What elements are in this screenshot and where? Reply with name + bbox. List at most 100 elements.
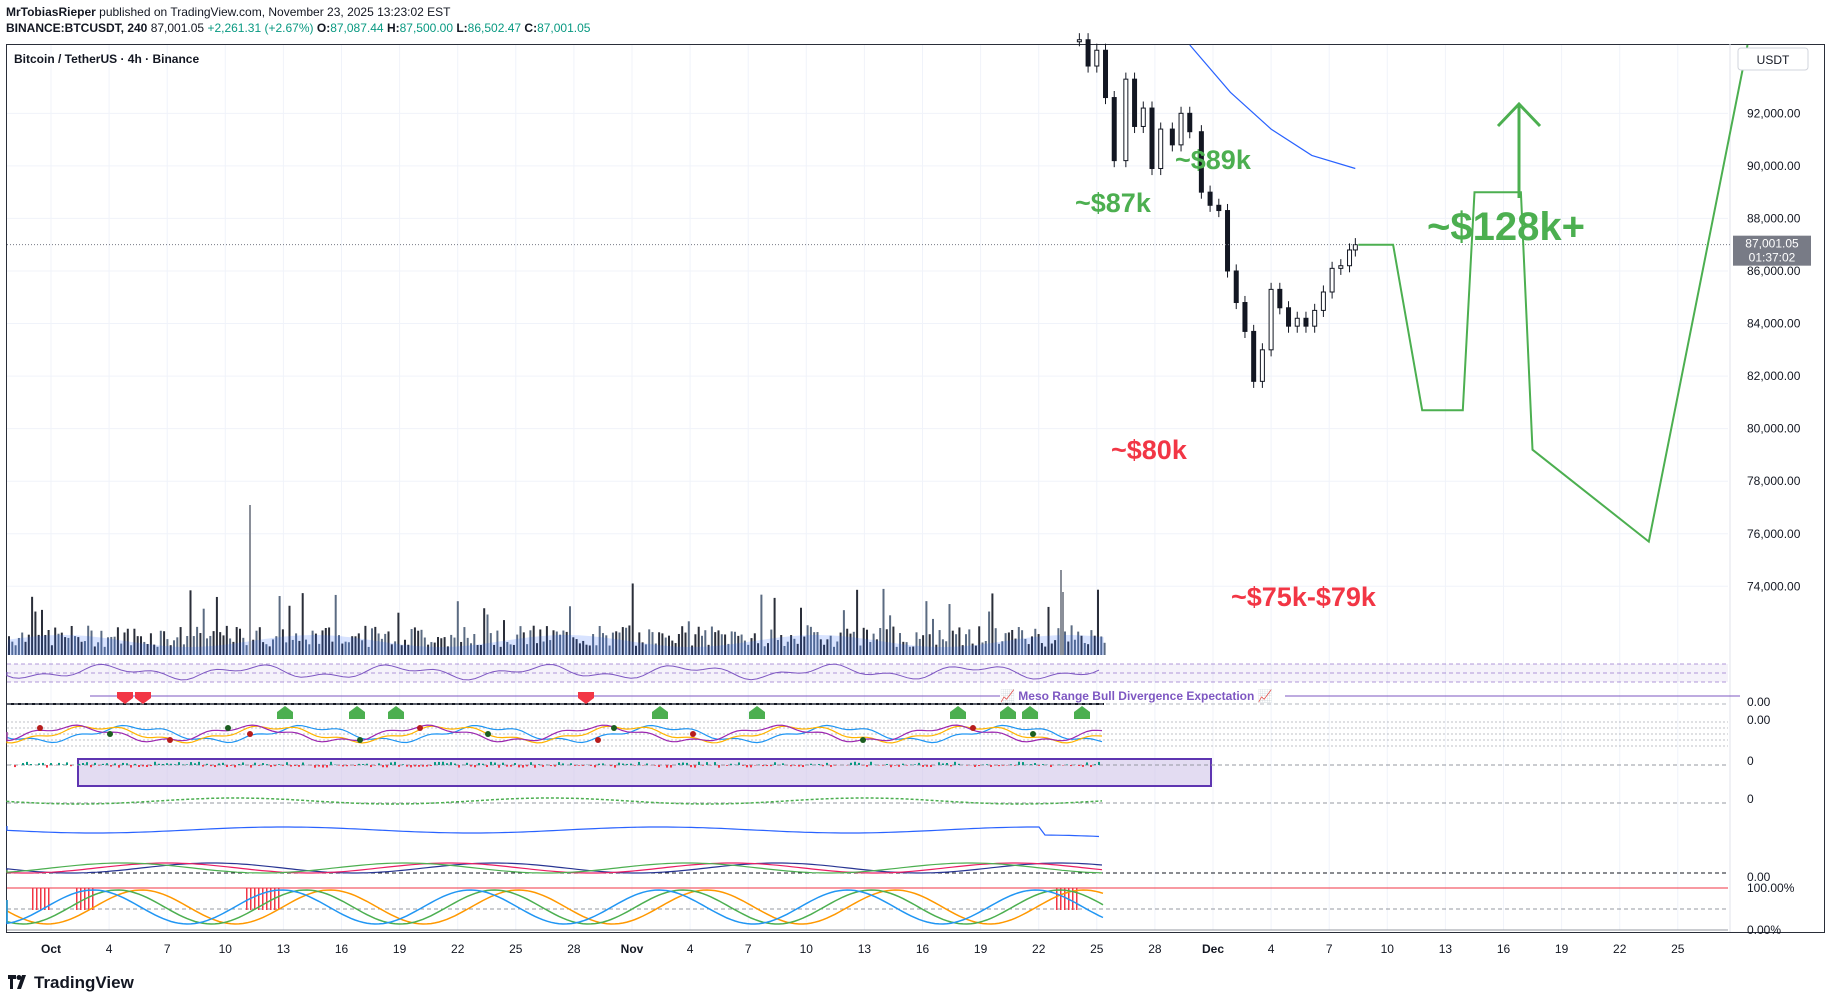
histogram-bar (298, 765, 300, 767)
histogram-bar (58, 762, 60, 765)
histogram-bar (634, 765, 636, 766)
histogram-bar (598, 763, 600, 765)
volume-bar (235, 627, 238, 655)
volume-bar (522, 632, 525, 655)
histogram-bar (1090, 765, 1092, 767)
volume-bar (984, 640, 987, 655)
pane-axis-label: 100.00% (1747, 881, 1795, 895)
histogram-bar (198, 761, 200, 765)
histogram-bar (206, 763, 208, 765)
histogram-bar (126, 763, 128, 765)
volume-bar (420, 629, 423, 655)
histogram-bar (454, 763, 456, 765)
volume-bar (671, 640, 674, 655)
histogram-bar (986, 764, 988, 765)
low-value: 86,502.47 (467, 21, 522, 35)
volume-bar (34, 611, 37, 655)
histogram-bar (378, 763, 380, 765)
histogram-bar (950, 765, 952, 767)
candle-body (1251, 330, 1257, 382)
volume-bar (440, 638, 443, 655)
volume-bar (743, 640, 746, 655)
volume-bar (859, 645, 862, 655)
volume-bar (394, 641, 397, 655)
histogram-bar (866, 765, 868, 767)
candle-body (1225, 210, 1231, 272)
volume-bar (140, 636, 142, 655)
volume-bar (532, 625, 535, 655)
volume-bar (149, 633, 152, 655)
histogram-bar (1030, 764, 1032, 765)
volume-bar (430, 642, 433, 655)
symbol-label[interactable]: BINANCE:BTCUSDT, 240 (6, 21, 148, 35)
volume-bar (1070, 625, 1073, 655)
currency-box[interactable] (1737, 47, 1809, 71)
histogram-bar (514, 763, 516, 765)
x-tick-label: 4 (1268, 942, 1275, 956)
volume-bar (146, 643, 149, 655)
oscillator-dot (611, 725, 617, 731)
volume-bar (998, 643, 1000, 655)
author-name[interactable]: MrTobiasRieper (6, 5, 96, 19)
volume-bar (826, 639, 829, 655)
volume-bar (978, 626, 981, 655)
histogram-bar (534, 765, 536, 768)
volume-bar (77, 637, 80, 655)
volume-bar (47, 629, 50, 655)
volume-bar (684, 632, 687, 655)
volume-bar (968, 629, 971, 655)
histogram-bar (914, 764, 916, 765)
stoch-line (6, 889, 1104, 925)
histogram-bar (98, 765, 100, 766)
candle-body (1329, 267, 1335, 293)
candle-body (1242, 302, 1248, 332)
volume-bar (565, 631, 568, 655)
histogram-bar (170, 763, 172, 765)
volume-bar (575, 639, 578, 655)
volume-bar (90, 630, 93, 655)
histogram-bar (790, 765, 792, 767)
histogram-bar (258, 765, 260, 766)
histogram-bar (26, 761, 28, 765)
histogram-bar (314, 765, 316, 768)
volume-bar (1080, 635, 1083, 655)
volume-bar (1014, 638, 1017, 655)
volume-bar (476, 644, 479, 655)
histogram-bar (86, 762, 88, 765)
volume-bar (377, 633, 380, 655)
volume-bar (503, 620, 505, 655)
volume-bar (915, 632, 918, 655)
histogram-bar (690, 765, 692, 768)
volume-bar (602, 633, 604, 655)
annotations: ~$87k ~$89k ~$80k ~$75k-$79k ~$128k+ (1075, 145, 1585, 612)
histogram-bar (342, 765, 344, 767)
histogram-bar (82, 763, 84, 765)
volume-bar (225, 625, 228, 655)
tradingview-logo[interactable]: TradingView (8, 973, 134, 993)
pane-axis-label: 0.00 (1747, 713, 1771, 727)
price-axis: 92,000.00 90,000.00 88,000.00 86,000.00 84,0… (1747, 106, 1801, 937)
volume-spike (1062, 592, 1064, 655)
oscillator-dot (595, 737, 601, 743)
volume-bar (559, 634, 562, 655)
volume-bar (331, 641, 334, 655)
histogram-bar (1038, 765, 1040, 766)
volume-bar (427, 644, 430, 655)
volume-bar (948, 604, 951, 655)
volume-bar (222, 635, 225, 655)
volume-bar (463, 627, 466, 655)
volume-bar (753, 633, 756, 655)
volume-bars (7, 505, 1106, 655)
projection-line (1358, 44, 1749, 544)
candle-body (1169, 128, 1175, 146)
volume-bar (562, 630, 565, 655)
buy-signal-marker (749, 706, 765, 719)
volume-bar (153, 644, 156, 655)
volume-bar (783, 645, 786, 655)
histogram-bar (242, 762, 244, 765)
volume-bar (272, 639, 274, 655)
stoch-signal-bar (262, 888, 264, 910)
volume-bar (938, 630, 941, 655)
histogram-bar (166, 763, 168, 765)
